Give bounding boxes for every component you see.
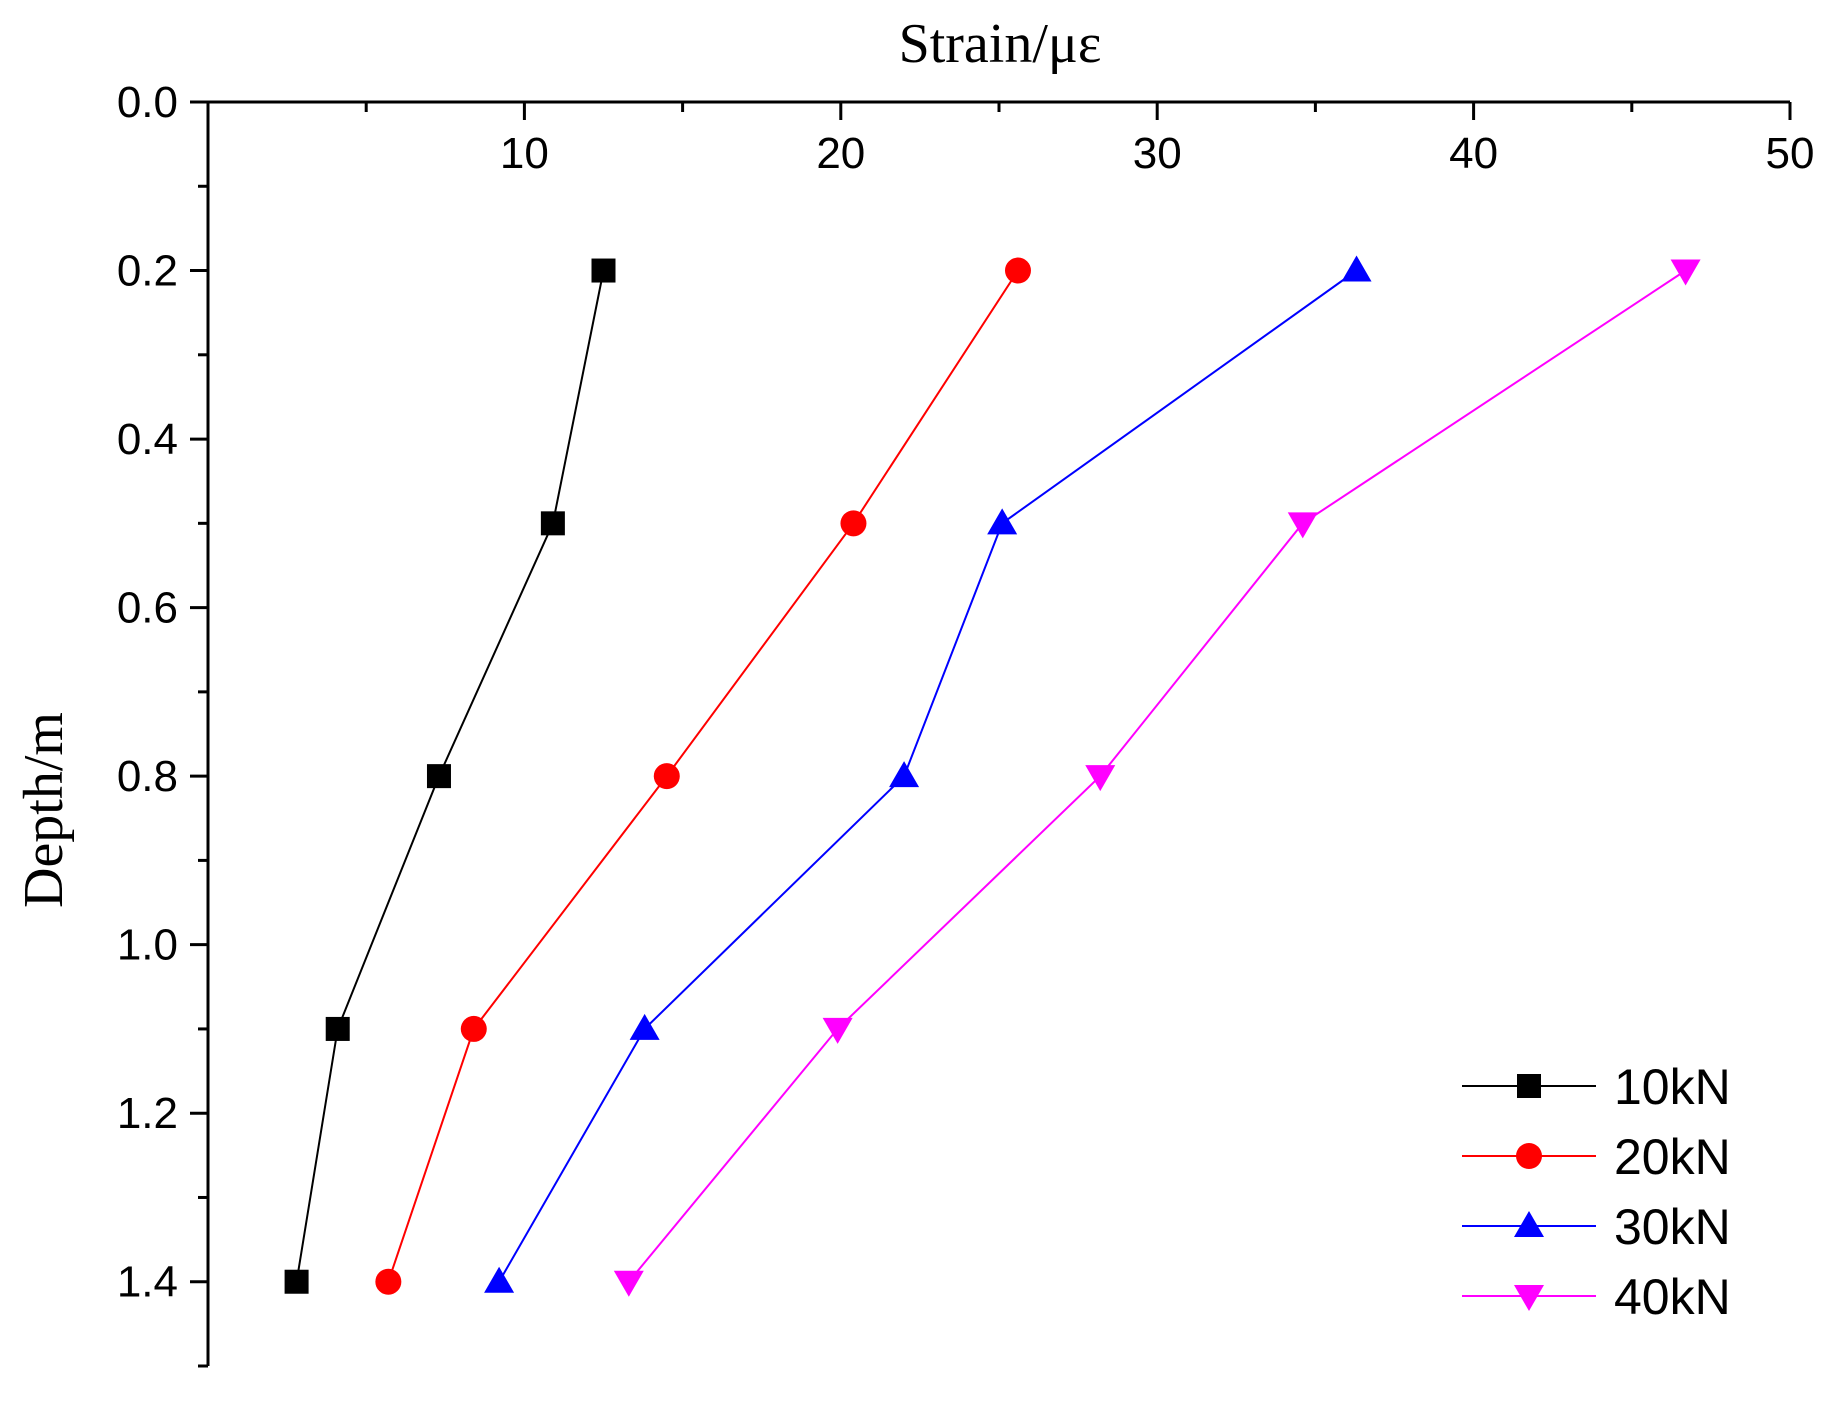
data-point xyxy=(987,508,1018,535)
data-point xyxy=(484,1266,515,1293)
data-point xyxy=(591,258,616,283)
legend-item-10kN: 10kN xyxy=(1462,1059,1731,1115)
data-point xyxy=(840,510,867,537)
legend-marker xyxy=(1514,1285,1544,1311)
data-point xyxy=(613,1270,644,1297)
legend-label: 10kN xyxy=(1614,1059,1731,1115)
y-tick-label: 0.4 xyxy=(117,415,178,464)
x-tick-label: 50 xyxy=(1766,129,1815,178)
y-tick-label: 1.0 xyxy=(117,921,178,970)
data-point xyxy=(653,763,680,790)
y-tick-label: 1.2 xyxy=(117,1089,178,1138)
data-point xyxy=(325,1016,350,1041)
series-40kN xyxy=(613,259,1701,1297)
legend: 10kN 20kN 30kN 40kN xyxy=(1462,1059,1731,1325)
y-tick-label: 1.4 xyxy=(117,1258,178,1307)
legend-label: 30kN xyxy=(1614,1199,1731,1255)
x-tick-label: 30 xyxy=(1133,129,1182,178)
legend-label: 40kN xyxy=(1614,1269,1731,1325)
data-point xyxy=(822,1017,853,1044)
legend-item-30kN: 30kN xyxy=(1462,1199,1731,1255)
series-layer xyxy=(284,255,1701,1297)
data-point xyxy=(889,761,920,788)
axes: 10 20 30 40 50 0.0 0.2 0.4 0.6 0.8 1.0 1.2 1.4 xyxy=(117,78,1815,1368)
x-axis-title: Strain/με xyxy=(899,13,1102,75)
series-20kN xyxy=(375,257,1031,1295)
data-point xyxy=(540,511,565,536)
legend-item-40kN: 40kN xyxy=(1462,1269,1731,1325)
x-tick-label: 20 xyxy=(816,129,865,178)
legend-item-20kN: 20kN xyxy=(1462,1129,1731,1185)
series-30kN xyxy=(484,255,1372,1293)
legend-marker xyxy=(1516,1143,1542,1169)
data-point xyxy=(284,1269,309,1294)
series-line xyxy=(498,269,1358,1283)
x-tick-label: 40 xyxy=(1449,129,1498,178)
data-point xyxy=(1670,259,1701,286)
data-point xyxy=(1287,512,1318,539)
y-tick-label: 0.8 xyxy=(117,752,178,801)
data-point xyxy=(426,764,451,789)
y-tick-label: 0.0 xyxy=(117,78,178,127)
series-line xyxy=(628,269,1687,1283)
y-axis-title: Depth/m xyxy=(13,712,75,908)
data-point xyxy=(375,1268,402,1295)
data-point xyxy=(629,1013,660,1040)
data-point xyxy=(1004,257,1031,284)
y-tick-label: 0.6 xyxy=(117,584,178,633)
legend-label: 20kN xyxy=(1614,1129,1731,1185)
data-point xyxy=(460,1015,487,1042)
series-line xyxy=(387,269,1019,1283)
y-tick-label: 0.2 xyxy=(117,247,178,296)
legend-marker xyxy=(1514,1211,1544,1237)
legend-marker xyxy=(1517,1074,1541,1098)
data-point xyxy=(1085,765,1116,792)
series-10kN xyxy=(284,258,616,1294)
data-point xyxy=(1341,255,1372,282)
x-tick-label: 10 xyxy=(500,129,549,178)
